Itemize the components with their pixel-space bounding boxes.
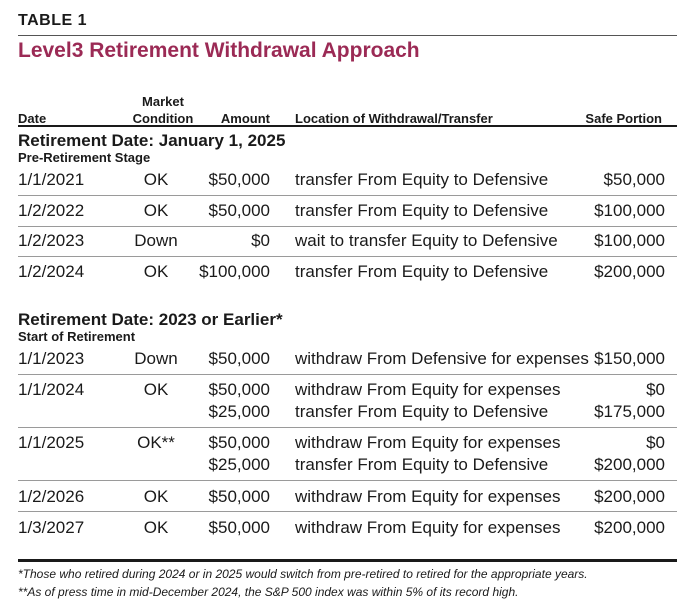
- cell-date: 1/2/2024: [18, 262, 85, 281]
- cell-location: withdraw From Equity for expenses: [295, 518, 561, 537]
- row-divider: [18, 427, 677, 428]
- cell-condition: OK**: [137, 433, 175, 452]
- cell-date: 1/1/2021: [18, 170, 85, 189]
- table-bottom-divider: [18, 559, 677, 562]
- cell-safe-portion: $200,000: [594, 487, 665, 506]
- cell-date: 1/2/2022: [18, 201, 85, 220]
- cell-safe-portion: $100,000: [594, 201, 665, 220]
- section-title: Retirement Date: January 1, 2025: [18, 131, 286, 150]
- header-safe-portion: Safe Portion: [585, 111, 662, 126]
- cell-date: 1/1/2024: [18, 380, 85, 399]
- cell-amount: $50,000: [208, 201, 270, 220]
- cell-safe-portion: $0: [646, 380, 665, 399]
- cell-amount: $100,000: [199, 262, 270, 281]
- cell-location: transfer From Equity to Defensive: [295, 201, 549, 220]
- section-title: Retirement Date: 2023 or Earlier*: [18, 310, 283, 329]
- title-divider: [18, 35, 677, 36]
- header-market-line1: Market: [142, 94, 184, 109]
- cell-location: withdraw From Equity for expenses: [295, 433, 561, 452]
- row-divider: [18, 226, 677, 227]
- cell-amount: $25,000: [208, 402, 270, 421]
- cell-location: transfer From Equity to Defensive: [295, 262, 549, 281]
- cell-location: transfer From Equity to Defensive: [295, 170, 549, 189]
- cell-condition: Down: [134, 349, 178, 368]
- cell-amount: $0: [251, 231, 270, 250]
- cell-location: wait to transfer Equity to Defensive: [295, 231, 558, 250]
- cell-safe-portion: $175,000: [594, 402, 665, 421]
- cell-condition: OK: [143, 518, 169, 537]
- header-date: Date: [18, 111, 47, 126]
- header-location: Location of Withdrawal/Transfer: [295, 111, 493, 126]
- cell-amount: $50,000: [208, 349, 270, 368]
- cell-condition: OK: [143, 487, 169, 506]
- cell-amount: $50,000: [208, 380, 270, 399]
- header-amount: Amount: [220, 111, 270, 126]
- header-market-line2: Condition: [132, 111, 194, 126]
- cell-condition: OK: [143, 380, 169, 399]
- row-divider: [18, 195, 677, 196]
- cell-safe-portion: $50,000: [603, 170, 665, 189]
- row-divider: [18, 480, 677, 481]
- cell-safe-portion: $200,000: [594, 262, 665, 281]
- cell-amount: $25,000: [208, 455, 270, 474]
- cell-amount: $50,000: [208, 170, 270, 189]
- cell-amount: $50,000: [208, 487, 270, 506]
- cell-date: 1/3/2027: [18, 518, 85, 537]
- cell-location: withdraw From Equity for expenses: [295, 380, 561, 399]
- section-subtitle: Start of Retirement: [18, 329, 136, 344]
- footnote: *Those who retired during 2024 or in 202…: [18, 567, 588, 581]
- cell-location: transfer From Equity to Defensive: [295, 402, 549, 421]
- table-label: TABLE 1: [18, 12, 87, 29]
- cell-date: 1/2/2023: [18, 231, 85, 250]
- cell-location: withdraw From Defensive for expenses: [295, 349, 589, 368]
- cell-condition: Down: [134, 231, 178, 250]
- table-title: Level3 Retirement Withdrawal Approach: [18, 39, 420, 62]
- footnote: **As of press time in mid-December 2024,…: [18, 585, 519, 599]
- cell-condition: OK: [143, 262, 169, 281]
- section-subtitle: Pre-Retirement Stage: [18, 150, 151, 165]
- row-divider: [18, 374, 677, 375]
- cell-safe-portion: $150,000: [594, 349, 665, 368]
- cell-date: 1/1/2023: [18, 349, 85, 368]
- row-divider: [18, 511, 677, 512]
- cell-condition: OK: [143, 170, 169, 189]
- cell-location: withdraw From Equity for expenses: [295, 487, 561, 506]
- header-divider: [18, 125, 677, 127]
- cell-safe-portion: $0: [646, 433, 665, 452]
- cell-date: 1/2/2026: [18, 487, 85, 506]
- cell-condition: OK: [143, 201, 169, 220]
- cell-date: 1/1/2025: [18, 433, 85, 452]
- cell-location: transfer From Equity to Defensive: [295, 455, 549, 474]
- cell-amount: $50,000: [208, 518, 270, 537]
- cell-safe-portion: $100,000: [594, 231, 665, 250]
- cell-amount: $50,000: [208, 433, 270, 452]
- row-divider: [18, 256, 677, 257]
- cell-safe-portion: $200,000: [594, 455, 665, 474]
- cell-safe-portion: $200,000: [594, 518, 665, 537]
